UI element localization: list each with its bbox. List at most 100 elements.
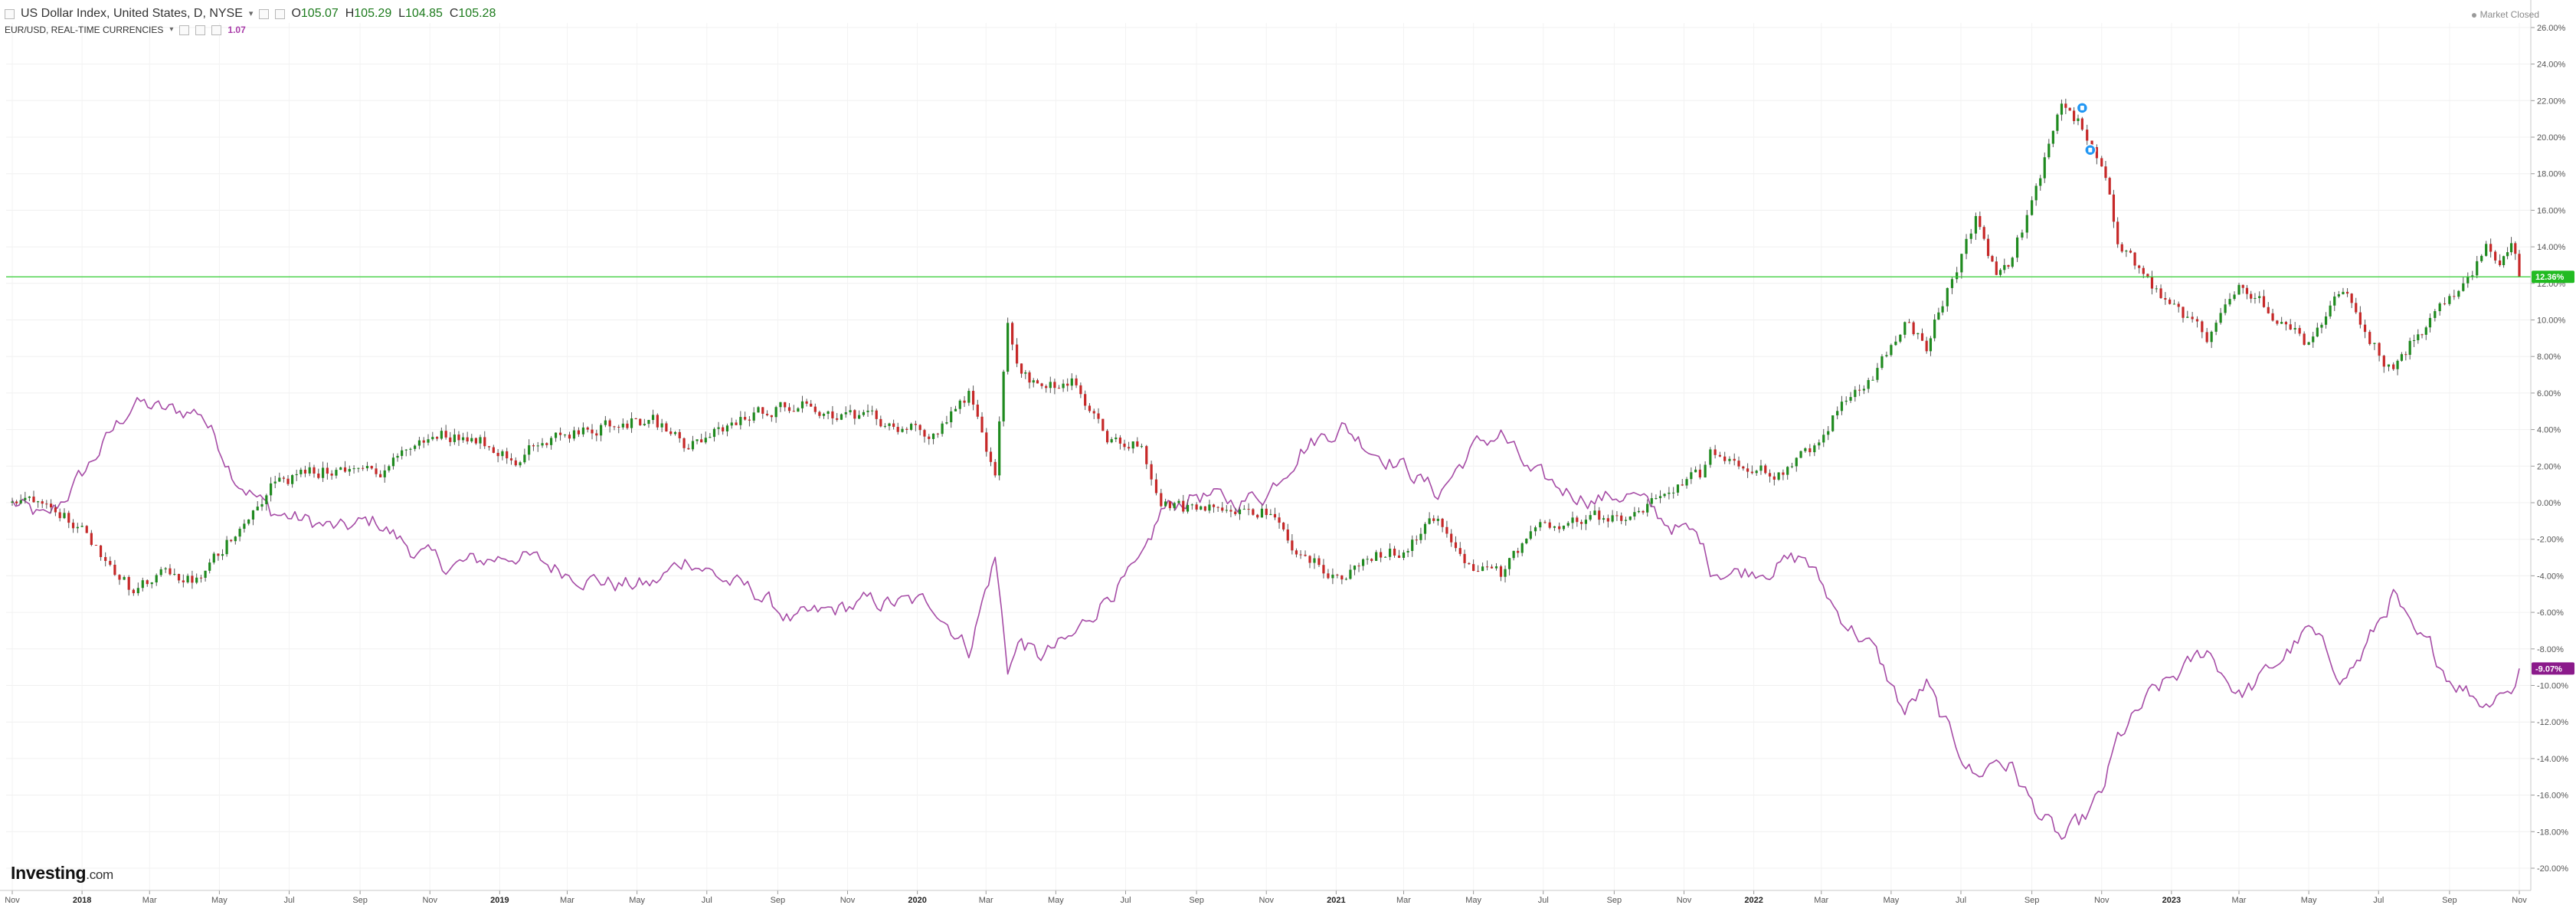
candle-down[interactable] <box>1247 509 1250 510</box>
candle-down[interactable] <box>2303 333 2306 345</box>
candle-down[interactable] <box>1053 382 1056 389</box>
candle-up[interactable] <box>1790 466 1794 467</box>
candle-down[interactable] <box>317 473 320 478</box>
candle-up[interactable] <box>2448 296 2451 304</box>
candle-down[interactable] <box>85 526 88 533</box>
candle-up[interactable] <box>2039 178 2042 186</box>
candle-up[interactable] <box>357 467 360 469</box>
candle-down[interactable] <box>496 452 499 457</box>
candle-down[interactable] <box>1485 566 1489 568</box>
candle-up[interactable] <box>2258 296 2261 298</box>
candle-up[interactable] <box>1313 558 1316 563</box>
candle-down[interactable] <box>1558 526 1561 530</box>
candle-up[interactable] <box>757 407 760 413</box>
candle-up[interactable] <box>1190 504 1193 506</box>
candle-down[interactable] <box>1101 418 1105 431</box>
candle-up[interactable] <box>2333 296 2336 306</box>
candle-down[interactable] <box>1458 548 1461 554</box>
candle-up[interactable] <box>1933 319 1936 339</box>
candle-up[interactable] <box>1969 233 1972 239</box>
candle-up[interactable] <box>2214 323 2218 332</box>
candle-up[interactable] <box>2417 334 2420 340</box>
candle-up[interactable] <box>2457 290 2460 297</box>
candle-up[interactable] <box>866 410 869 412</box>
candle-up[interactable] <box>2312 336 2315 343</box>
candle-down[interactable] <box>532 445 535 447</box>
candle-up[interactable] <box>2471 275 2474 277</box>
hide-series-icon[interactable] <box>275 8 286 19</box>
candle-up[interactable] <box>519 462 522 466</box>
candle-up[interactable] <box>1504 569 1507 577</box>
candle-up[interactable] <box>2172 303 2176 305</box>
candle-down[interactable] <box>678 431 681 438</box>
candle-up[interactable] <box>630 418 633 428</box>
candle-down[interactable] <box>1642 510 1645 513</box>
candle-up[interactable] <box>2316 327 2319 337</box>
candle-down[interactable] <box>2104 166 2107 179</box>
candle-up[interactable] <box>673 431 677 434</box>
candle-up[interactable] <box>308 467 311 474</box>
candle-down[interactable] <box>761 407 764 414</box>
candle-up[interactable] <box>2186 316 2189 318</box>
candle-up[interactable] <box>1759 465 1763 471</box>
candle-down[interactable] <box>1742 466 1745 469</box>
candle-down[interactable] <box>1015 344 1019 364</box>
candle-down[interactable] <box>2241 284 2244 288</box>
candle-up[interactable] <box>2408 340 2411 356</box>
candle-down[interactable] <box>1278 517 1281 523</box>
candle-down[interactable] <box>1991 256 1994 262</box>
candle-up[interactable] <box>1539 522 1542 528</box>
candle-down[interactable] <box>2499 260 2502 266</box>
candle-down[interactable] <box>976 405 979 417</box>
candle-up[interactable] <box>204 570 207 578</box>
candle-up[interactable] <box>1663 493 1666 497</box>
candle-up[interactable] <box>1950 279 1954 288</box>
candle-up[interactable] <box>1658 496 1662 499</box>
candle-down[interactable] <box>1040 383 1043 386</box>
candle-up[interactable] <box>1844 400 1848 402</box>
candle-up[interactable] <box>1974 215 1978 234</box>
candle-down[interactable] <box>1011 323 1014 345</box>
candle-up[interactable] <box>822 414 826 416</box>
candle-down[interactable] <box>2072 110 2076 121</box>
candle-up[interactable] <box>291 475 294 484</box>
candle-up[interactable] <box>1208 504 1211 511</box>
candle-down[interactable] <box>1079 385 1082 395</box>
candle-down[interactable] <box>2276 320 2279 324</box>
candle-down[interactable] <box>326 467 329 474</box>
candle-down[interactable] <box>770 415 773 418</box>
candle-down[interactable] <box>985 432 988 452</box>
candle-down[interactable] <box>2146 274 2149 277</box>
candle-down[interactable] <box>687 448 690 450</box>
candle-down[interactable] <box>2453 296 2456 297</box>
candle-up[interactable] <box>1419 533 1422 540</box>
candle-down[interactable] <box>127 576 130 590</box>
candle-up[interactable] <box>2396 360 2399 369</box>
candle-up[interactable] <box>2502 256 2506 266</box>
candle-up[interactable] <box>1633 512 1636 517</box>
candle-up[interactable] <box>840 414 843 420</box>
candle-down[interactable] <box>545 443 548 445</box>
candle-up[interactable] <box>479 437 482 444</box>
candle-down[interactable] <box>2177 303 2180 307</box>
candle-down[interactable] <box>1808 448 1812 453</box>
candle-up[interactable] <box>862 412 866 415</box>
candle-down[interactable] <box>2129 251 2132 253</box>
candle-up[interactable] <box>2466 276 2470 284</box>
candle-up[interactable] <box>396 455 399 458</box>
candle-up[interactable] <box>2224 304 2227 313</box>
candle-down[interactable] <box>586 427 589 430</box>
candle-down[interactable] <box>577 430 581 434</box>
candle-down[interactable] <box>1925 340 1928 352</box>
candle-up[interactable] <box>660 423 663 428</box>
candle-down[interactable] <box>853 410 856 419</box>
candle-up[interactable] <box>752 412 755 421</box>
candle-up[interactable] <box>470 438 473 442</box>
candle-up[interactable] <box>1411 539 1414 551</box>
candle-up[interactable] <box>37 501 40 503</box>
candle-down[interactable] <box>146 580 149 585</box>
candle-up[interactable] <box>1890 345 1893 356</box>
candle-up[interactable] <box>2387 364 2391 367</box>
candle-down[interactable] <box>1714 449 1717 455</box>
candle-up[interactable] <box>431 437 434 440</box>
